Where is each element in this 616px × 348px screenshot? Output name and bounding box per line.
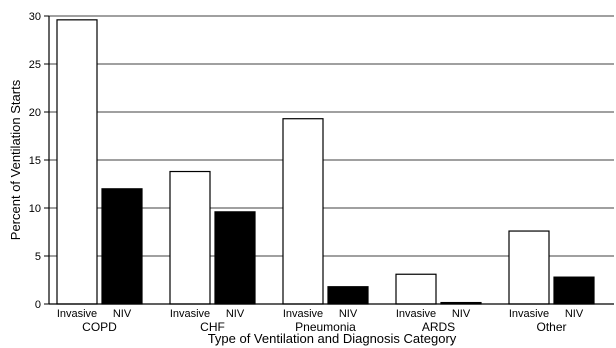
x-axis-label: Type of Ventilation and Diagnosis Catego…: [208, 331, 457, 346]
x-tick-label-niv: NIV: [339, 308, 358, 320]
y-tick-label: 10: [29, 203, 41, 215]
y-tick-label: 0: [35, 299, 41, 311]
bar-chf-niv: [214, 211, 256, 305]
x-tick-label-invasive: Invasive: [396, 308, 436, 320]
y-tick-label: 15: [29, 155, 41, 167]
x-tick-label-invasive: Invasive: [283, 308, 323, 320]
bar-pneumonia-niv: [327, 286, 369, 305]
x-tick-label-niv: NIV: [113, 308, 132, 320]
y-tick-label: 5: [35, 251, 41, 263]
group-label-ards: ARDS: [422, 320, 455, 334]
bar-ards-invasive: [395, 273, 437, 305]
y-axis-label: Percent of Ventilation Starts: [8, 79, 23, 240]
x-tick-label-invasive: Invasive: [170, 308, 210, 320]
x-tick-label-niv: NIV: [226, 308, 245, 320]
x-tick-label-niv: NIV: [452, 308, 471, 320]
bars: [56, 19, 595, 305]
y-tick-label: 25: [29, 59, 41, 71]
x-tick-label-invasive: Invasive: [509, 308, 549, 320]
bar-chf-invasive: [169, 170, 211, 305]
bar-other-niv: [553, 276, 595, 305]
bar-copd-invasive: [56, 19, 98, 305]
y-tick-label: 20: [29, 107, 41, 119]
x-tick-label-niv: NIV: [565, 308, 584, 320]
group-label-other: Other: [536, 320, 566, 334]
x-tick-label-invasive: Invasive: [57, 308, 97, 320]
bar-pneumonia-invasive: [282, 118, 324, 305]
bar-other-invasive: [508, 230, 550, 305]
bar-copd-niv: [101, 188, 143, 305]
group-label-copd: COPD: [82, 320, 117, 334]
y-axis: 0 5 10 15 20 25 30: [29, 11, 50, 311]
group-label-pneumonia: Pneumonia: [295, 320, 356, 334]
y-tick-label: 30: [29, 11, 41, 23]
group-label-chf: CHF: [200, 320, 225, 334]
